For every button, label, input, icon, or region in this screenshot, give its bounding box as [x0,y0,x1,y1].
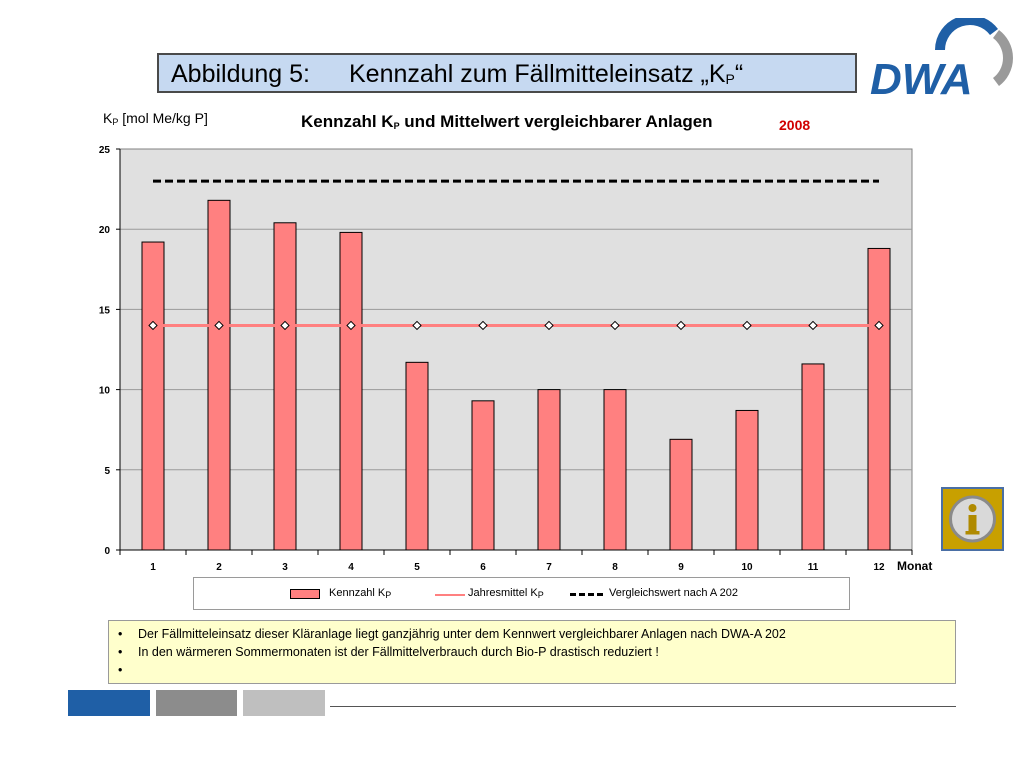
x-tick-label: 1 [150,562,156,573]
mean-marker [346,320,356,331]
x-tick-label: 7 [546,562,552,573]
mean-marker [808,320,818,331]
mean-marker [478,320,488,331]
y-tick-label: 10 [99,386,111,397]
bar [537,389,561,551]
bar [735,409,759,551]
legend-swatch-bar [290,589,320,599]
note-item: • In den wärmeren Sommermonaten ist der F… [118,645,659,659]
legend-swatch-reference [570,593,604,596]
info-icon[interactable] [941,487,1004,551]
x-axis-label: Monat [897,559,932,573]
slide-title-text: Kennzahl zum Fällmitteleinsatz „KP“ [349,60,744,88]
mean-marker [412,320,422,331]
bar [471,400,495,551]
mean-marker [874,320,884,331]
slide-title-label: Abbildung 5: [171,60,311,88]
x-tick-label: 4 [348,562,354,573]
plot-area [119,148,913,551]
x-tick-label: 6 [480,562,486,573]
legend-swatch-mean [435,594,465,596]
x-tick-label: 12 [873,562,885,573]
mean-marker [214,320,224,331]
bar [867,247,891,551]
y-tick-label: 0 [104,546,110,557]
y-axis-label: KP [mol Me/kg P] [103,110,208,127]
chart-legend: Kennzahl KP Jahresmittel KP Vergleichswe… [193,577,850,610]
footer-strip-lightgray [243,690,325,716]
x-tick-label: 11 [808,562,819,573]
slide-title: Abbildung 5: Kennzahl zum Fällmitteleins… [157,53,857,93]
dwa-logo: DWA [870,18,1013,100]
bar [207,199,231,551]
mean-marker [610,320,620,331]
x-tick-label: 10 [741,562,753,573]
bar [141,241,165,551]
x-tick-label: 5 [414,562,420,573]
note-item: • [118,663,123,677]
mean-marker [742,320,752,331]
footer-strip-gray [156,690,237,716]
x-tick-label: 3 [282,562,288,573]
mean-marker [676,320,686,331]
legend-label-bar: Kennzahl KP [329,587,392,600]
logo-text: DWA [870,55,973,100]
y-tick-label: 25 [99,145,111,156]
footer-rule [330,706,956,707]
chart-year: 2008 [779,117,811,133]
bar [801,363,825,551]
x-tick-label: 2 [216,562,222,573]
x-tick-label: 9 [678,562,684,573]
notes-box: • Der Fällmitteleinsatz dieser Kläranlage… [108,620,956,684]
y-tick-label: 15 [99,305,111,316]
mean-marker [148,320,158,331]
x-tick-label: 8 [612,562,618,573]
bar [405,361,429,551]
legend-label-mean: Jahresmittel KP [468,587,544,600]
y-tick-label: 5 [104,466,110,477]
y-tick-label: 20 [99,225,111,236]
bar [603,389,627,551]
bar [339,231,363,551]
footer-strip-blue [68,690,150,716]
chart-title: Kennzahl KP und Mittelwert vergleichbare… [301,112,713,131]
mean-marker [280,320,290,331]
legend-label-reference: Vergleichswert nach A 202 [609,587,739,599]
bar [669,438,693,551]
note-item: • Der Fällmitteleinsatz dieser Kläranlage… [118,627,786,641]
bar [273,222,297,551]
mean-marker [544,320,554,331]
